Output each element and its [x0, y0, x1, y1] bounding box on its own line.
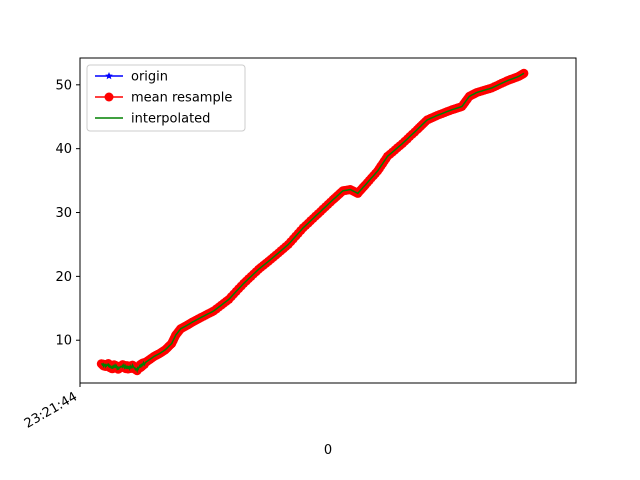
legend: origin mean resample interpolated [86, 64, 246, 132]
legend-label-origin: origin [131, 70, 168, 85]
legend-marker-star [105, 72, 113, 80]
axes-frame [79, 57, 577, 384]
y-tick-label: 50 [55, 78, 72, 93]
legend-box [86, 64, 246, 132]
plot-area [96, 68, 529, 376]
y-tick-label: 10 [55, 334, 72, 349]
legend-marker-circle [104, 92, 114, 102]
y-tick-label: 20 [55, 270, 72, 285]
legend-label-interpolated: interpolated [131, 112, 210, 127]
legend-label-mean-resample: mean resample [131, 91, 232, 106]
x-axis-label: 0 [324, 443, 332, 458]
series-line-interpolated [101, 72, 525, 374]
y-tick-label: 30 [55, 206, 72, 221]
y-tick-label: 40 [55, 142, 72, 157]
